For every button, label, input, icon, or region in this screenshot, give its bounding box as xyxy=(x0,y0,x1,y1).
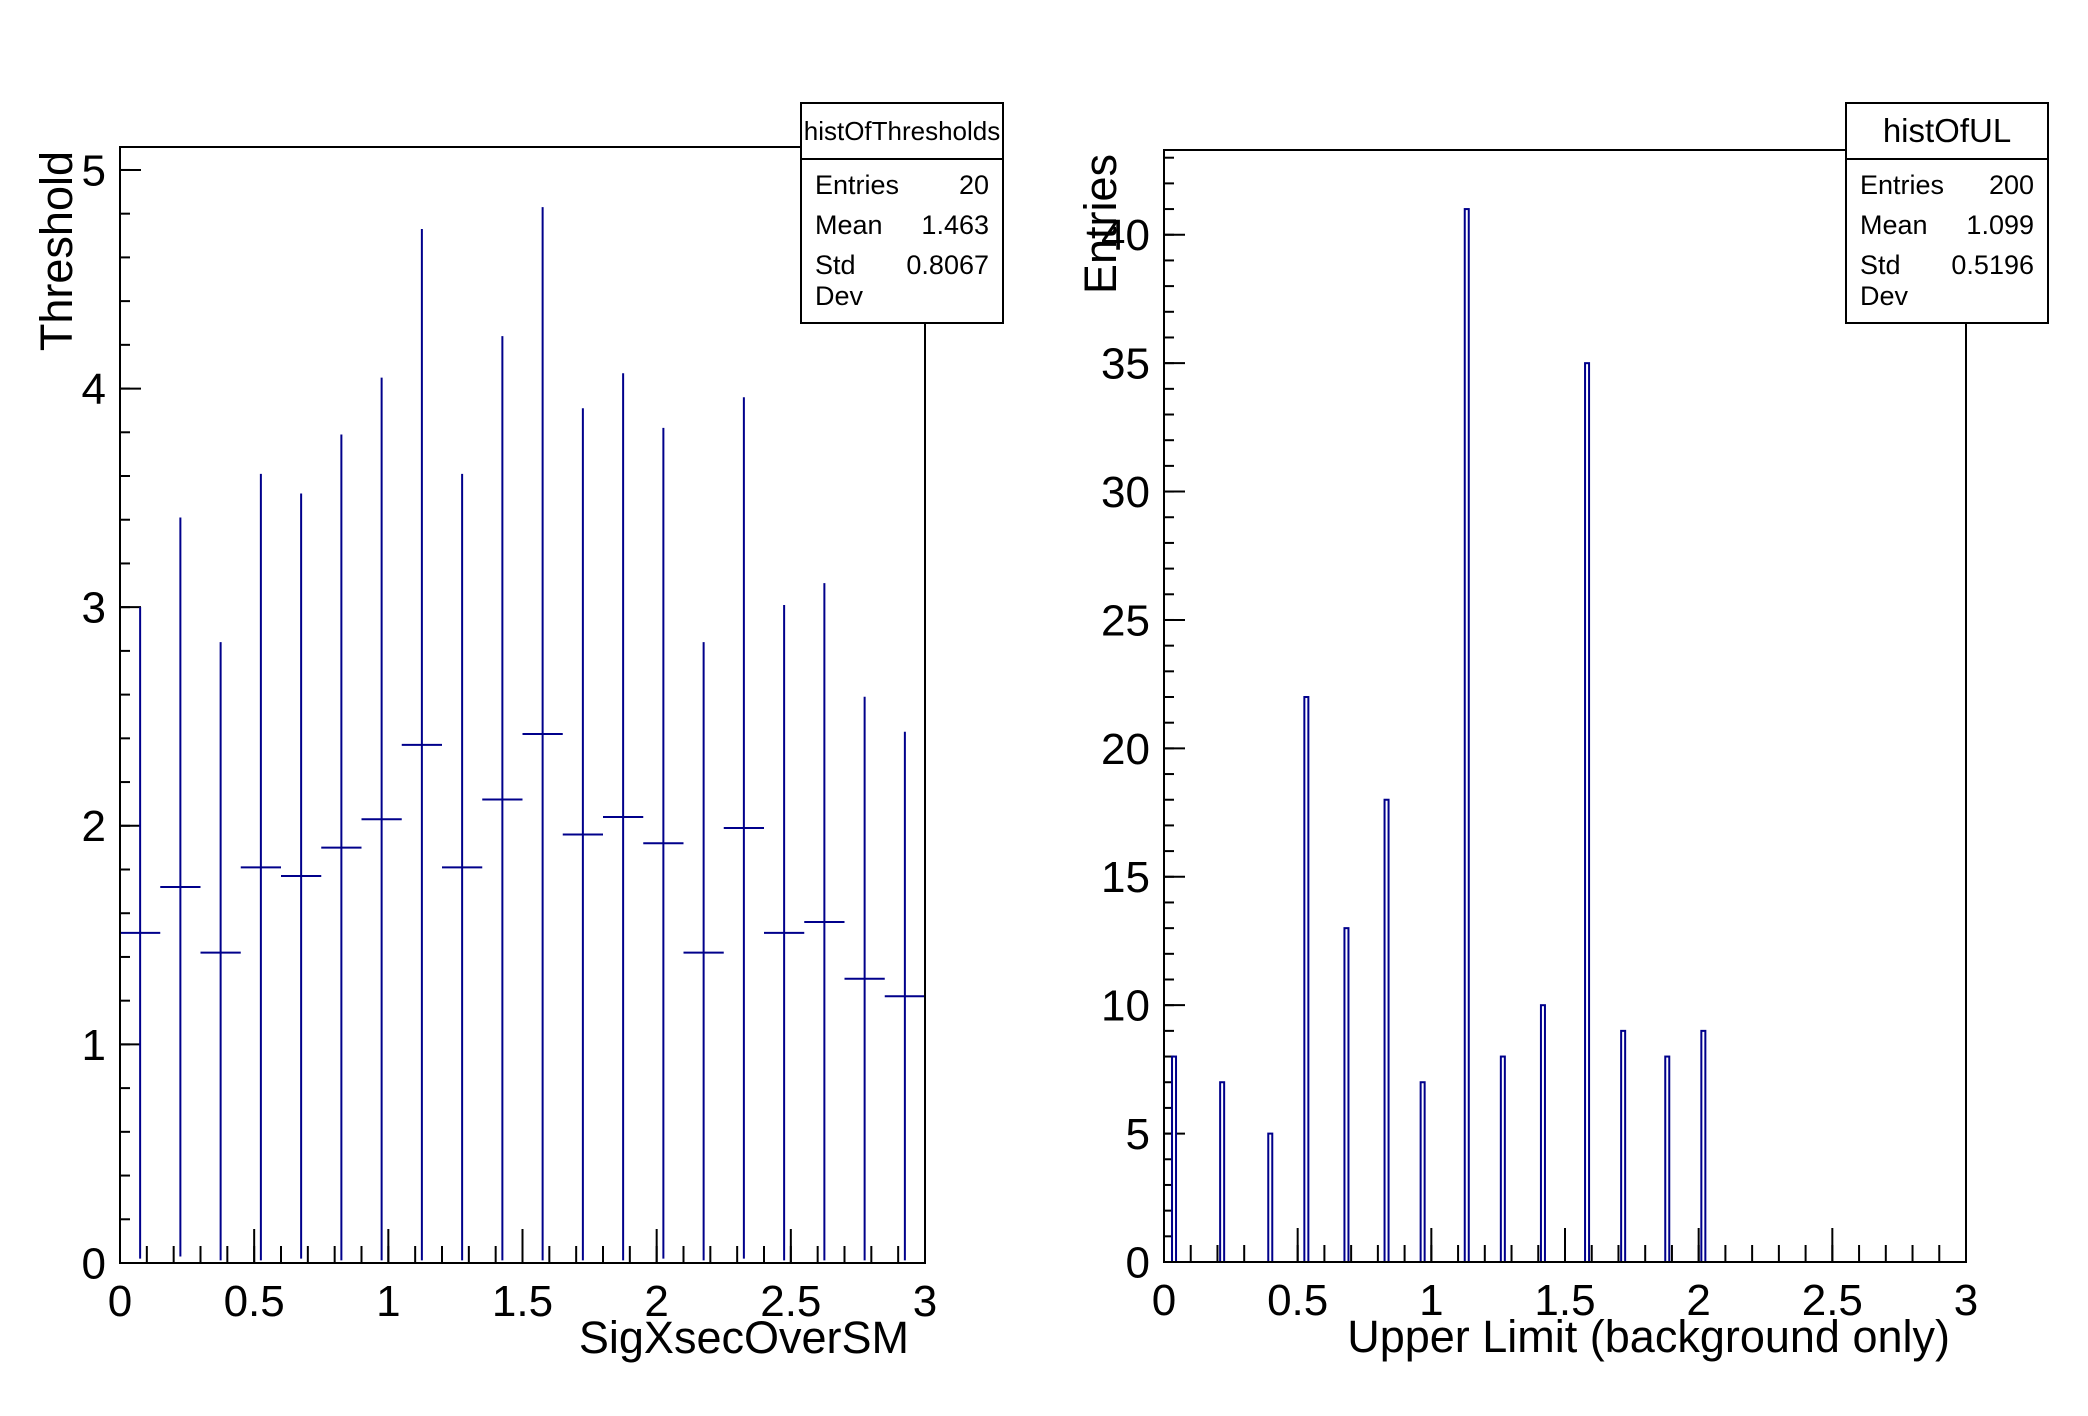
y-tick-label: 25 xyxy=(1101,596,1150,645)
stats-title: histOfThresholds xyxy=(802,104,1002,160)
x-axis-title: Upper Limit (background only) xyxy=(1347,1311,1950,1362)
error-bars xyxy=(120,207,925,1261)
histogram-bar xyxy=(1700,1029,1707,1264)
y-tick-label: 40 xyxy=(1101,211,1150,260)
histogram-bar xyxy=(1664,1055,1671,1264)
y-tick-label: 30 xyxy=(1101,468,1150,517)
stats-label: Mean xyxy=(815,209,883,240)
histogram-bar xyxy=(1343,927,1350,1263)
histogram-bar xyxy=(1584,362,1591,1263)
histogram-bar xyxy=(1171,1055,1178,1264)
x-tick-label: 3 xyxy=(913,1277,937,1326)
stats-label: Std Dev xyxy=(1860,249,1909,311)
histogram-bar xyxy=(1539,1004,1546,1263)
histogram-bar xyxy=(1267,1132,1274,1263)
x-axis-title: SigXsecOverSM xyxy=(579,1312,909,1363)
y-tick-label: 1 xyxy=(82,1021,106,1070)
y-tick-label: 5 xyxy=(82,146,106,195)
x-tick-label: 2 xyxy=(644,1277,668,1326)
axis-ticks xyxy=(119,168,926,1264)
x-tick-label: 2 xyxy=(1686,1276,1710,1325)
plot-histOfThresholds: 0 0.5 1 1.5 2 2.5 3 0 1 2 3 4 5 SigXsecOverSM Threshol… xyxy=(31,146,937,1363)
tick-labels: 0 0.5 1 1.5 2 2.5 3 0 1 2 3 4 5 xyxy=(82,146,938,1326)
stats-value: 0.8067 xyxy=(906,249,989,280)
stats-value: 200 xyxy=(1988,170,2034,201)
histogram-bar xyxy=(1463,208,1470,1263)
stats-box-histOfThresholds: histOfThresholds Entries 20 Mean 1.463 S… xyxy=(800,102,1004,324)
x-tick-label: 0 xyxy=(108,1277,132,1326)
histogram-bar xyxy=(1499,1055,1506,1264)
stats-value: 20 xyxy=(958,170,989,201)
y-tick-label: 5 xyxy=(1126,1110,1150,1159)
stats-title: histOfUL xyxy=(1847,104,2047,160)
stats-row-mean: Mean 1.463 xyxy=(802,210,1002,241)
histogram-bar xyxy=(1303,696,1310,1263)
stats-body: Entries 20 Mean 1.463 Std Dev 0.8067 xyxy=(802,160,1002,322)
histogram-bar xyxy=(1219,1081,1226,1264)
y-tick-label: 0 xyxy=(1126,1238,1150,1287)
stats-value: 1.463 xyxy=(921,209,989,240)
y-tick-label: 0 xyxy=(82,1239,106,1288)
y-axis-title: Entries xyxy=(1075,154,1126,294)
stats-label: Mean xyxy=(1860,209,1928,240)
y-tick-label: 35 xyxy=(1101,340,1150,389)
stats-row-mean: Mean 1.099 xyxy=(1847,210,2047,241)
y-tick-label: 20 xyxy=(1101,725,1150,774)
plot-frame xyxy=(119,146,926,1264)
y-tick-label: 4 xyxy=(82,365,106,414)
stats-value: 1.099 xyxy=(1966,209,2034,240)
y-axis-title: Threshold xyxy=(31,151,82,351)
x-tick-label: 1.5 xyxy=(1534,1276,1595,1325)
x-tick-label: 1.5 xyxy=(492,1277,553,1326)
stats-value: 0.5196 xyxy=(1951,249,2034,280)
x-tick-label: 1 xyxy=(376,1277,400,1326)
histogram-bar xyxy=(1620,1029,1627,1264)
stats-row-stddev: Std Dev 0.8067 xyxy=(802,250,1002,312)
y-tick-label: 10 xyxy=(1101,982,1150,1031)
histogram-bar xyxy=(1419,1081,1426,1264)
stats-label: Entries xyxy=(815,170,900,201)
stats-body: Entries 200 Mean 1.099 Std Dev 0.5196 xyxy=(1847,160,2047,322)
y-tick-label: 2 xyxy=(82,802,106,851)
stats-label: Std Dev xyxy=(815,249,864,311)
x-tick-label: 1 xyxy=(1419,1276,1443,1325)
stats-label: Entries xyxy=(1860,170,1945,201)
x-tick-label: 0.5 xyxy=(224,1277,285,1326)
y-tick-label: 3 xyxy=(82,584,106,633)
histogram-bars xyxy=(1171,208,1707,1264)
x-tick-label: 0.5 xyxy=(1267,1276,1328,1325)
x-tick-label: 2.5 xyxy=(760,1277,821,1326)
stats-row-stddev: Std Dev 0.5196 xyxy=(1847,250,2047,312)
x-tick-label: 3 xyxy=(1954,1276,1978,1325)
stats-box-histOfUL: histOfUL Entries 200 Mean 1.099 Std Dev … xyxy=(1845,102,2049,324)
histogram-bar xyxy=(1383,798,1390,1263)
stats-row-entries: Entries 20 xyxy=(802,170,1002,201)
x-tick-label: 0 xyxy=(1152,1276,1176,1325)
plot-frame xyxy=(1163,149,1967,1263)
stats-row-entries: Entries 200 xyxy=(1847,170,2047,201)
y-tick-label: 15 xyxy=(1101,853,1150,902)
x-tick-label: 2.5 xyxy=(1802,1276,1863,1325)
